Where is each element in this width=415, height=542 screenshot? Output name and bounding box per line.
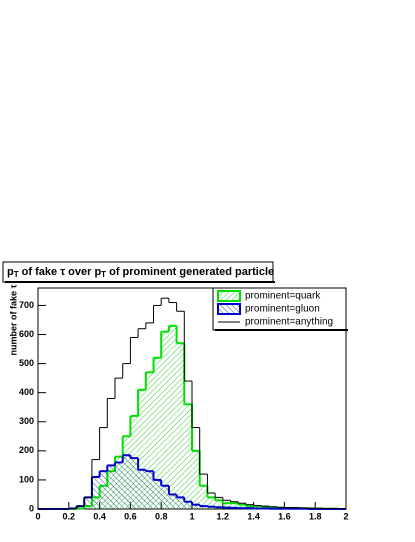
- bar: [138, 470, 146, 509]
- x-tick-label: 0.8: [155, 511, 168, 521]
- legend-label: prominent=gluon: [245, 304, 320, 315]
- y-tick-label: 400: [19, 387, 34, 397]
- x-tick-label: 1.2: [217, 511, 230, 521]
- y-tick-label: 0: [29, 503, 34, 513]
- bar: [146, 471, 154, 509]
- x-tick-label: 0.2: [63, 511, 76, 521]
- x-tick-label: 0.6: [124, 511, 137, 521]
- x-tick-label: 1.8: [309, 511, 322, 521]
- x-tick-label: 0.4: [93, 511, 106, 521]
- bar: [84, 497, 92, 509]
- bar: [177, 343, 185, 509]
- x-tick-label: 1.6: [278, 511, 291, 521]
- x-tick-label: 0: [35, 511, 40, 521]
- legend-label: prominent=anything: [245, 317, 333, 328]
- title-shadow: [5, 281, 275, 283]
- legend-label: prominent=quark: [245, 291, 321, 302]
- bar: [177, 497, 185, 509]
- y-tick-label: 300: [19, 416, 34, 426]
- legend-swatch: [218, 291, 240, 301]
- x-tick-label: 1.4: [247, 511, 260, 521]
- bar: [115, 462, 123, 509]
- bar: [184, 502, 192, 509]
- bar: [92, 477, 100, 509]
- bar: [169, 494, 177, 509]
- x-tick-label: 2: [343, 511, 348, 521]
- bar: [161, 486, 169, 509]
- bar: [169, 326, 177, 509]
- bar: [184, 404, 192, 509]
- bar: [100, 471, 108, 509]
- x-tick-label: 1: [189, 511, 194, 521]
- bar: [123, 455, 131, 509]
- bar: [107, 465, 115, 509]
- legend-swatch: [218, 304, 240, 314]
- y-axis-label: number of fake τ: [8, 284, 18, 355]
- bar: [154, 480, 162, 509]
- legend-shadow: [215, 329, 348, 331]
- bar: [192, 451, 200, 509]
- y-tick-label: 700: [19, 300, 34, 310]
- bar: [161, 332, 169, 509]
- y-tick-label: 500: [19, 358, 34, 368]
- y-tick-label: 100: [19, 474, 34, 484]
- title-text: of prominent generated particle: [106, 266, 274, 278]
- chart-title: pT of fake τ over pT of prominent genera…: [7, 266, 274, 279]
- bar: [130, 458, 138, 509]
- y-tick-label: 600: [19, 329, 34, 339]
- title-text: of fake τ over p: [19, 266, 102, 278]
- y-tick-label: 200: [19, 445, 34, 455]
